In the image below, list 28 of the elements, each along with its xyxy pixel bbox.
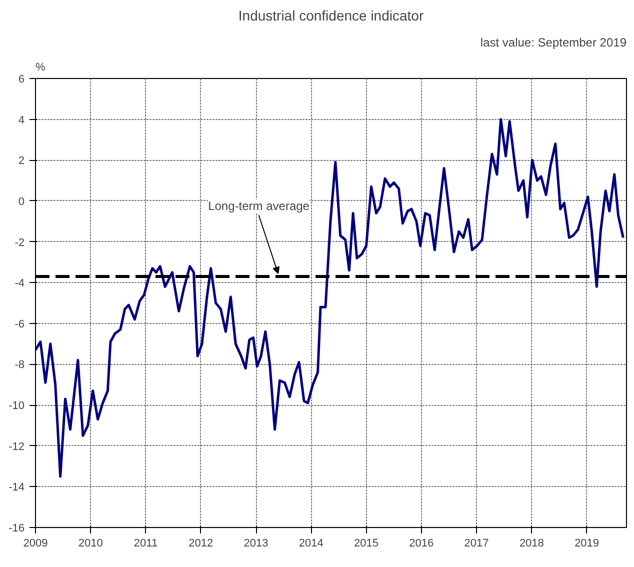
x-tick-label: 2019: [574, 538, 600, 550]
y-axis-title: %: [36, 62, 46, 74]
y-tick-label: 0: [18, 196, 25, 208]
y-tick-label: 2: [18, 155, 25, 168]
y-tick-label: -16: [8, 522, 25, 534]
y-tick-label: -10: [8, 400, 25, 412]
annotation: Long-term average: [208, 199, 310, 214]
x-tick-label: 2009: [23, 538, 48, 550]
y-tick-label: -2: [14, 236, 24, 249]
x-tick-label: 2016: [409, 538, 434, 550]
x-tick-label: 2018: [519, 538, 544, 550]
x-tick-label: 2013: [244, 538, 268, 550]
chart-title: Industrial confidence indicator: [238, 8, 424, 24]
x-tick-label: 2011: [134, 538, 158, 550]
x-tick-label: 2012: [188, 538, 214, 550]
y-tick-label: -12: [8, 440, 25, 453]
y-tick-label: -4: [14, 278, 24, 290]
y-tick-label: -14: [8, 482, 25, 494]
line-series: [36, 118, 624, 478]
y-tick-label: 6: [18, 74, 25, 86]
y-tick-label: -8: [14, 359, 24, 372]
x-tick-label: 2015: [354, 538, 379, 550]
x-tick-label: 2010: [78, 538, 103, 550]
x-tick-label: 2017: [464, 538, 489, 550]
y-tick-label: -6: [14, 318, 24, 330]
y-tick-label: 4: [18, 114, 25, 126]
x-tick-label: 2014: [298, 538, 324, 550]
text: last value: September 2019: [480, 36, 627, 50]
